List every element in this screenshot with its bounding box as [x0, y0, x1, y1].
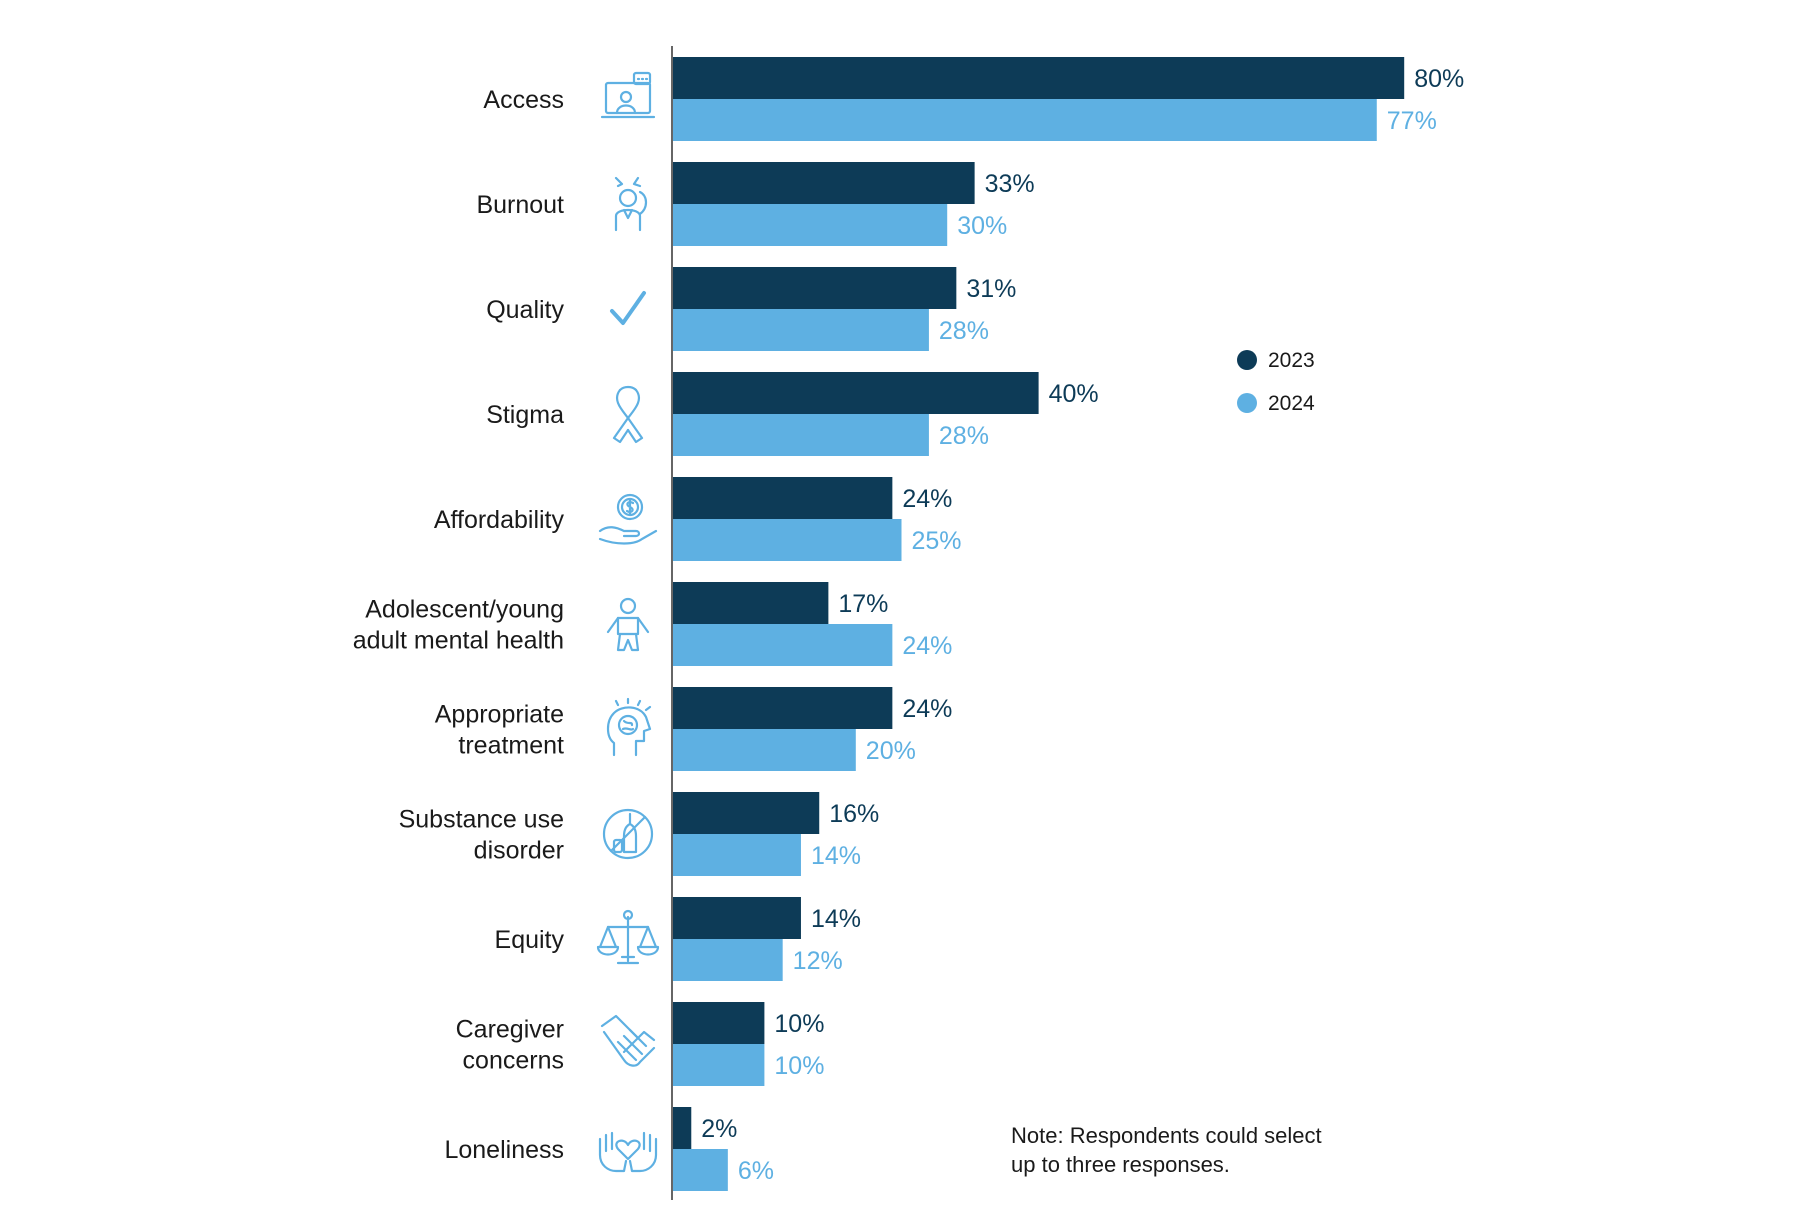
bar-appropriate-treatment-2024	[673, 729, 856, 771]
category-label-caregiver-concerns-line-2: concerns	[463, 1047, 564, 1075]
value-label-appropriate-treatment-2024: 20%	[866, 737, 916, 765]
category-label-stigma: Stigma	[486, 401, 564, 429]
value-label-substance-use-disorder-2023: 16%	[829, 800, 879, 828]
awareness-ribbon-icon	[612, 385, 644, 444]
bar-caregiver-concerns-2023	[673, 1002, 765, 1044]
value-label-burnout-2024: 30%	[957, 212, 1007, 240]
bar-quality-2024	[673, 309, 929, 351]
value-label-access-2024: 77%	[1387, 107, 1437, 135]
category-label-access: Access	[483, 86, 564, 114]
hands-heart-icon	[598, 1131, 658, 1173]
value-label-access-2023: 80%	[1414, 65, 1464, 93]
note-line-2: up to three responses.	[1011, 1152, 1230, 1177]
telehealth-icon	[600, 71, 656, 119]
bar-quality-2023	[673, 267, 957, 309]
category-label-adolescent-young-adult-mental-health-line-1: Adolescent/young	[365, 596, 564, 624]
legend-swatch-2024	[1237, 393, 1257, 413]
bar-loneliness-2024	[673, 1149, 728, 1191]
value-label-appropriate-treatment-2023: 24%	[902, 695, 952, 723]
legend-swatch-2023	[1237, 350, 1257, 370]
bar-caregiver-concerns-2024	[673, 1044, 765, 1086]
bar-equity-2024	[673, 939, 783, 981]
child-icon	[606, 597, 650, 652]
category-label-adolescent-young-adult-mental-health-line-2: adult mental health	[353, 627, 564, 655]
value-label-quality-2023: 31%	[966, 275, 1016, 303]
value-label-loneliness-2023: 2%	[701, 1115, 737, 1143]
value-label-loneliness-2024: 6%	[738, 1157, 774, 1185]
bar-substance-use-disorder-2023	[673, 792, 820, 834]
bar-affordability-2023	[673, 477, 893, 519]
category-label-loneliness: Loneliness	[444, 1136, 564, 1164]
value-label-substance-use-disorder-2024: 14%	[811, 842, 861, 870]
no-alcohol-icon	[602, 808, 654, 860]
value-label-stigma-2024: 28%	[939, 422, 989, 450]
value-label-caregiver-concerns-2024: 10%	[774, 1052, 824, 1080]
category-labels: Access Burnout Quality Stigma Affordability A…	[353, 86, 565, 1164]
checkmark-icon	[610, 291, 646, 325]
value-label-quality-2024: 28%	[939, 317, 989, 345]
bar-access-2023	[673, 57, 1405, 99]
legend: 2023 2024	[1237, 349, 1315, 415]
bar-adolescent-young-adult-mental-health-2023	[673, 582, 829, 624]
value-label-affordability-2023: 24%	[902, 485, 952, 513]
value-label-adolescent-young-adult-mental-health-2023: 17%	[838, 590, 888, 618]
value-label-adolescent-young-adult-mental-health-2024: 24%	[902, 632, 952, 660]
stressed-person-icon	[614, 176, 648, 232]
category-label-substance-use-disorder-line-1: Substance use	[399, 806, 564, 834]
bar-loneliness-2023	[673, 1107, 692, 1149]
legend-label-2023: 2023	[1268, 349, 1315, 372]
handshake-icon	[600, 1014, 656, 1067]
value-label-affordability-2024: 25%	[912, 527, 962, 555]
hand-coin-icon	[598, 493, 658, 545]
category-label-caregiver-concerns-line-1: Caregiver	[456, 1016, 564, 1044]
category-icons	[596, 71, 660, 1173]
bar-substance-use-disorder-2024	[673, 834, 801, 876]
category-label-affordability: Affordability	[434, 506, 565, 534]
category-label-quality: Quality	[486, 296, 564, 324]
scales-icon	[596, 909, 660, 965]
brain-head-icon	[606, 697, 652, 757]
note: Note: Respondents could select up to thr…	[1011, 1123, 1322, 1177]
value-label-stigma-2023: 40%	[1049, 380, 1099, 408]
value-label-equity-2024: 12%	[793, 947, 843, 975]
bar-burnout-2024	[673, 204, 948, 246]
category-label-substance-use-disorder-line-2: disorder	[474, 837, 564, 865]
bar-stigma-2024	[673, 414, 929, 456]
bar-appropriate-treatment-2023	[673, 687, 893, 729]
category-label-appropriate-treatment-line-1: Appropriate	[435, 701, 564, 729]
category-label-appropriate-treatment-line-2: treatment	[458, 732, 564, 760]
bar-access-2024	[673, 99, 1377, 141]
value-label-caregiver-concerns-2023: 10%	[774, 1010, 824, 1038]
bar-stigma-2023	[673, 372, 1039, 414]
value-label-burnout-2023: 33%	[985, 170, 1035, 198]
bars	[673, 57, 1405, 1191]
category-label-burnout: Burnout	[476, 191, 564, 219]
bar-affordability-2024	[673, 519, 902, 561]
bar-burnout-2023	[673, 162, 975, 204]
value-label-equity-2023: 14%	[811, 905, 861, 933]
category-label-equity: Equity	[495, 926, 565, 954]
bar-adolescent-young-adult-mental-health-2024	[673, 624, 893, 666]
bar-equity-2023	[673, 897, 801, 939]
value-labels: 80% 77% 33% 30% 31% 28% 40% 28% 24% 25% 17% 24% 24% 2…	[701, 65, 1464, 1185]
legend-label-2024: 2024	[1268, 392, 1315, 415]
note-line-1: Note: Respondents could select	[1011, 1123, 1322, 1148]
